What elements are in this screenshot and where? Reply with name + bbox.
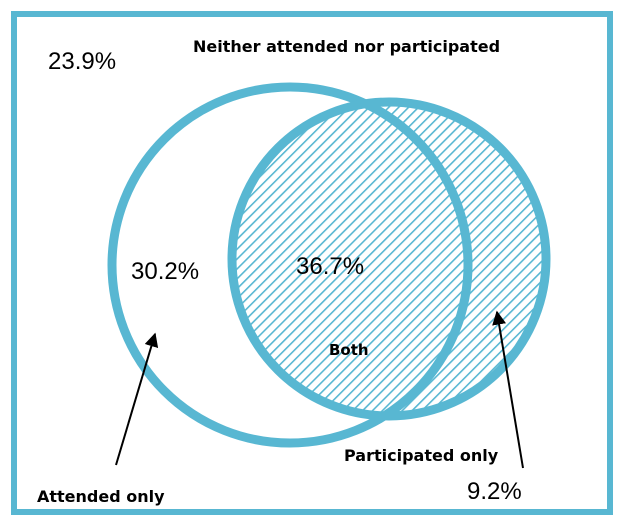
participated-only-label: Participated only (344, 446, 499, 465)
neither-label: Neither attended nor participated (193, 37, 500, 56)
participated-only-value: 9.2% (467, 478, 522, 505)
attended-only-value: 30.2% (131, 258, 199, 285)
participated-circle (227, 97, 551, 421)
attended-only-arrow (115, 332, 159, 466)
both-value: 36.7% (296, 253, 364, 280)
participated-only-arrow (492, 310, 524, 469)
attended-only-label: Attended only (37, 487, 165, 506)
both-label: Both (329, 341, 369, 359)
participated-hatch-fill (232, 102, 546, 416)
attended-circle (107, 82, 473, 448)
neither-value: 23.9% (48, 48, 116, 75)
